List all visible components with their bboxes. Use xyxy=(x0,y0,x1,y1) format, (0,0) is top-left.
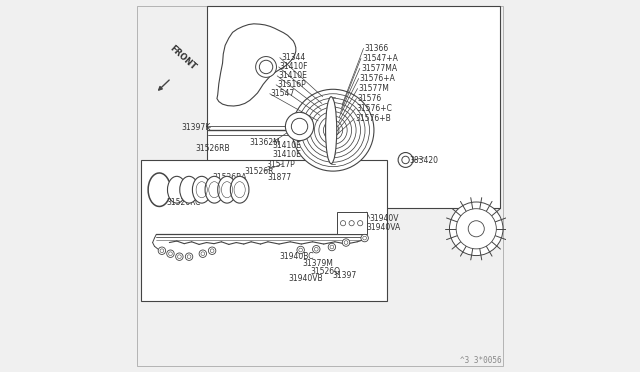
Circle shape xyxy=(255,57,276,77)
Circle shape xyxy=(314,247,318,251)
Circle shape xyxy=(175,253,183,260)
FancyBboxPatch shape xyxy=(337,212,367,234)
Circle shape xyxy=(312,246,320,253)
Circle shape xyxy=(211,249,214,253)
Text: 31576+B: 31576+B xyxy=(355,114,391,123)
Circle shape xyxy=(158,247,166,254)
Ellipse shape xyxy=(230,176,249,203)
Circle shape xyxy=(358,221,363,226)
Circle shape xyxy=(330,245,334,249)
Circle shape xyxy=(186,253,193,260)
Circle shape xyxy=(292,89,374,171)
Text: 31397K: 31397K xyxy=(182,123,211,132)
Text: 31410E: 31410E xyxy=(273,150,301,158)
Circle shape xyxy=(361,234,369,242)
Circle shape xyxy=(398,153,413,167)
Circle shape xyxy=(201,252,205,256)
Ellipse shape xyxy=(180,176,198,203)
Circle shape xyxy=(168,252,172,256)
Circle shape xyxy=(456,209,497,249)
Polygon shape xyxy=(217,24,296,106)
Text: 31547: 31547 xyxy=(271,89,295,98)
Text: 31526RC: 31526RC xyxy=(167,198,201,207)
Ellipse shape xyxy=(326,97,337,164)
Text: 31526Q: 31526Q xyxy=(310,267,340,276)
Circle shape xyxy=(160,249,164,253)
Text: 31547+A: 31547+A xyxy=(362,54,398,63)
Ellipse shape xyxy=(168,176,186,203)
Ellipse shape xyxy=(205,176,223,203)
Text: 31362M: 31362M xyxy=(250,138,280,147)
FancyBboxPatch shape xyxy=(207,6,500,208)
Text: 383420: 383420 xyxy=(410,156,438,165)
Circle shape xyxy=(299,248,303,252)
Text: 31576: 31576 xyxy=(358,94,382,103)
Text: FRONT: FRONT xyxy=(168,44,198,72)
Circle shape xyxy=(167,250,174,257)
Circle shape xyxy=(291,118,308,135)
Circle shape xyxy=(344,241,348,244)
Circle shape xyxy=(199,250,207,257)
Text: 31576+A: 31576+A xyxy=(360,74,396,83)
Circle shape xyxy=(297,246,305,254)
Text: 31877: 31877 xyxy=(267,173,291,182)
Text: 31379M: 31379M xyxy=(302,259,333,268)
Circle shape xyxy=(402,156,410,164)
Circle shape xyxy=(187,255,191,259)
Text: 31940V: 31940V xyxy=(370,214,399,223)
Text: 31940VA: 31940VA xyxy=(367,223,401,232)
Circle shape xyxy=(449,202,503,256)
Text: ^3 3*0056: ^3 3*0056 xyxy=(460,356,502,365)
Circle shape xyxy=(342,239,349,246)
Text: 31940VB: 31940VB xyxy=(289,274,323,283)
Text: 31410E: 31410E xyxy=(278,71,307,80)
Text: 31410F: 31410F xyxy=(280,62,308,71)
Circle shape xyxy=(363,236,367,240)
Text: 31410E: 31410E xyxy=(273,141,301,150)
Circle shape xyxy=(177,255,181,259)
Circle shape xyxy=(209,247,216,254)
Text: 31516P: 31516P xyxy=(277,80,306,89)
Text: 31576+C: 31576+C xyxy=(356,104,392,113)
Circle shape xyxy=(285,112,314,141)
FancyBboxPatch shape xyxy=(137,6,502,366)
Circle shape xyxy=(340,221,346,226)
Circle shape xyxy=(259,60,273,74)
Text: 31577M: 31577M xyxy=(358,84,390,93)
Text: 31517P: 31517P xyxy=(266,160,295,169)
Circle shape xyxy=(349,221,354,226)
Ellipse shape xyxy=(193,176,211,203)
Text: 31526RB: 31526RB xyxy=(195,144,230,153)
Text: 31526R: 31526R xyxy=(245,167,275,176)
Text: 31577MA: 31577MA xyxy=(361,64,397,73)
Text: 31940BC: 31940BC xyxy=(279,252,314,261)
Circle shape xyxy=(328,243,335,251)
Text: 31366: 31366 xyxy=(365,44,389,53)
Text: 31397: 31397 xyxy=(332,271,356,280)
FancyBboxPatch shape xyxy=(141,160,387,301)
Text: 31526RA: 31526RA xyxy=(212,173,246,182)
Ellipse shape xyxy=(218,176,236,203)
Circle shape xyxy=(468,221,484,237)
Text: 31344: 31344 xyxy=(281,53,305,62)
